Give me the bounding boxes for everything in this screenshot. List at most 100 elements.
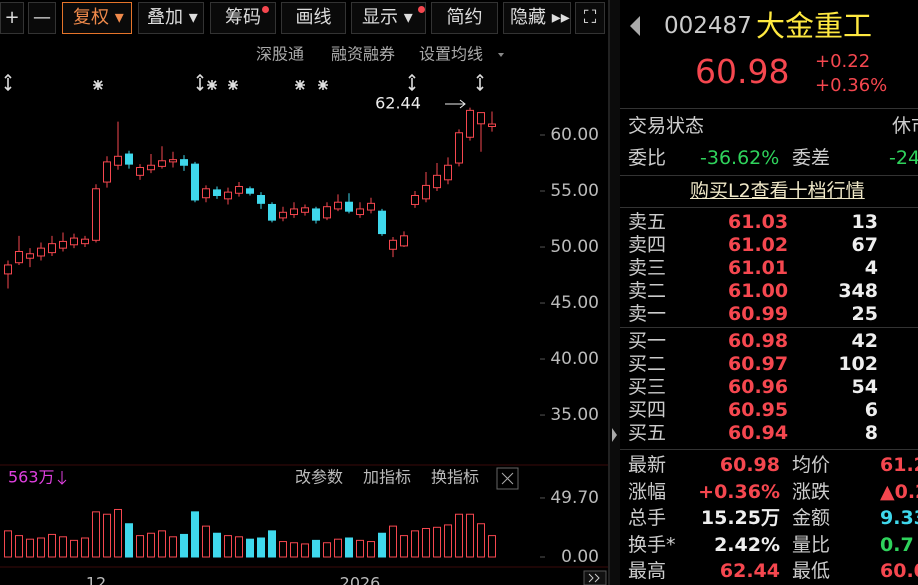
subtoolbar-item[interactable]: 融资融券 xyxy=(331,45,395,64)
divider xyxy=(620,207,918,208)
subtoolbar-item[interactable]: 设置均线 xyxy=(419,45,483,64)
indicator-button[interactable]: 改参数 xyxy=(295,468,343,487)
candle-body xyxy=(136,166,144,176)
diff: -24 xyxy=(889,147,918,169)
zoom-out-button[interactable]: — xyxy=(28,2,56,34)
level-label: 卖五 xyxy=(628,211,667,233)
stat-label: 量比 xyxy=(792,533,831,556)
level-label: 买二 xyxy=(628,353,667,375)
label: 显示 xyxy=(362,7,398,28)
volume-bar xyxy=(81,537,89,558)
news-marker xyxy=(295,80,305,90)
candle-body xyxy=(180,159,188,166)
candle-body xyxy=(224,191,232,200)
stat-value: 60.0 xyxy=(880,560,918,582)
label: 叠加 xyxy=(147,7,183,28)
status: 休市 xyxy=(892,115,918,137)
stat-value: 2.42% xyxy=(714,533,780,556)
diff-label: 委差 xyxy=(792,147,831,169)
level-volume: 54 xyxy=(851,376,878,398)
volume-bar xyxy=(158,530,166,558)
stat-value: +0.36% xyxy=(698,480,780,503)
high-annotation: 62.44 xyxy=(375,94,421,113)
level-label: 卖二 xyxy=(628,280,667,302)
y-tick-label: 49.70 xyxy=(550,488,599,508)
display-button[interactable]: 显示 ▾ xyxy=(351,2,426,34)
event-marker xyxy=(408,73,416,92)
candle-body xyxy=(356,208,364,216)
level-volume: 67 xyxy=(851,234,878,256)
volume-arrow xyxy=(57,471,67,485)
stat-value: 9.33亿 xyxy=(880,507,918,529)
back-arrow[interactable] xyxy=(628,14,642,38)
fullscreen-button[interactable]: ⛶ xyxy=(575,2,605,34)
divider xyxy=(620,327,918,328)
candle-body xyxy=(367,202,375,211)
candle-body xyxy=(235,186,243,194)
subtoolbar-item[interactable]: 深股通 xyxy=(256,45,304,64)
volume-bar xyxy=(290,542,298,558)
volume-bar xyxy=(367,541,375,558)
candle-body xyxy=(488,123,496,127)
l2-link[interactable]: 购买L2查看十档行情 xyxy=(690,180,865,202)
level-price: 60.99 xyxy=(728,303,789,325)
candle-body xyxy=(213,189,221,196)
volume-bar xyxy=(389,525,397,558)
annotation-arrow xyxy=(445,99,466,109)
level-price: 60.97 xyxy=(728,353,789,375)
volume-bar xyxy=(180,533,188,558)
level-price: 61.01 xyxy=(728,257,789,279)
volume-bar xyxy=(37,537,45,558)
stat-label: 涨幅 xyxy=(628,480,667,503)
candle-body xyxy=(455,132,463,164)
chart: 深股通 融资融券 设置均线 62.44 563万 改参数 加指标 换指标 35.… xyxy=(0,0,610,585)
level-price: 61.03 xyxy=(728,211,789,233)
stat-value: 60.98 xyxy=(719,454,780,476)
event-marker xyxy=(476,73,484,92)
volume-bar xyxy=(191,511,199,558)
adjust-button[interactable]: 复权 ▾ xyxy=(62,2,132,34)
candle-body xyxy=(268,203,276,221)
simple-button[interactable]: 简约 xyxy=(431,2,498,34)
y-tick-label: 55.00 xyxy=(550,181,599,201)
volume-bar xyxy=(466,513,474,558)
overlay-button[interactable]: 叠加 ▾ xyxy=(138,2,204,34)
candle-body xyxy=(48,243,56,254)
indicator-button[interactable]: 换指标 xyxy=(431,468,479,487)
news-marker xyxy=(93,80,103,90)
zoom-in-button[interactable]: + xyxy=(0,2,24,34)
volume-bar xyxy=(169,536,177,558)
candle-body xyxy=(312,208,320,221)
level-label: 卖三 xyxy=(628,257,667,279)
news-marker xyxy=(207,80,217,90)
volume-bar xyxy=(444,524,452,558)
candle-body xyxy=(477,112,485,125)
level-volume: 4 xyxy=(864,257,878,279)
candle-body xyxy=(334,201,342,210)
close-indicator[interactable] xyxy=(496,467,519,490)
candle-body xyxy=(26,253,34,259)
level-label: 买一 xyxy=(628,330,667,352)
volume-bar xyxy=(246,538,254,558)
news-marker xyxy=(318,80,328,90)
scroll-button[interactable] xyxy=(583,570,607,585)
divider xyxy=(620,108,918,109)
stat-value: 62.44 xyxy=(719,560,780,582)
level-volume: 102 xyxy=(838,353,878,375)
candle-body xyxy=(246,188,254,194)
indicator-button[interactable]: 加指标 xyxy=(363,468,411,487)
hide-button[interactable]: 隐藏 ▸▸ xyxy=(503,2,571,34)
level-price: 60.94 xyxy=(728,422,789,444)
collapse-handle[interactable] xyxy=(610,420,620,450)
draw-button[interactable]: 画线 xyxy=(281,2,346,34)
volume-bar xyxy=(202,525,210,558)
splitter-bar[interactable] xyxy=(610,0,620,585)
label: 复权 xyxy=(73,7,109,28)
volume-bar xyxy=(279,541,287,558)
y-tick-label: 50.00 xyxy=(550,237,599,257)
candle-body xyxy=(125,153,133,165)
stat-label: 最新 xyxy=(628,454,667,476)
divider xyxy=(620,449,918,450)
volume-bar xyxy=(334,538,342,558)
